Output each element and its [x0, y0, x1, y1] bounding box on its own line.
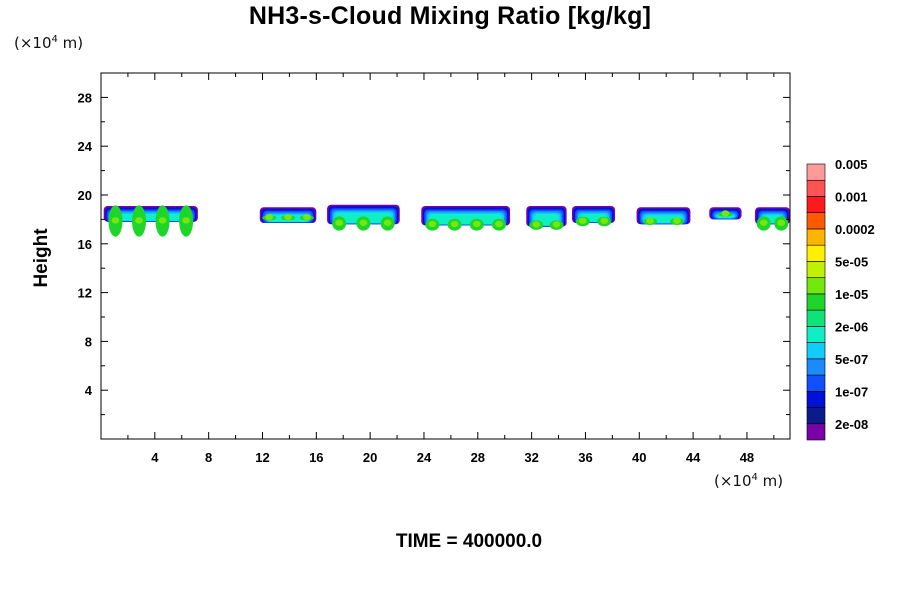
colorbar-swatch	[806, 244, 826, 262]
y-unit-suffix: m)	[57, 34, 84, 52]
cloud-core-inner	[111, 217, 120, 224]
cloud-cell	[103, 205, 198, 237]
colorbar-swatch	[806, 293, 826, 311]
cloud-core-inner	[578, 217, 587, 224]
x-tick-label: 4	[151, 450, 159, 465]
cloud-core-inner	[450, 220, 459, 228]
colorbar-label: 0.0002	[835, 222, 875, 237]
cloud-cell	[709, 207, 742, 220]
y-axis: 4 8 12 16 20 24 28	[78, 90, 790, 416]
x-tick-label: 8	[205, 450, 212, 465]
x-tick-label: 32	[524, 450, 538, 465]
y-unit-exponent: 4	[51, 34, 58, 45]
colorbar-label: 2e-06	[835, 319, 868, 334]
cloud-core-inner	[182, 217, 190, 224]
cloud-core-inner	[646, 217, 654, 224]
cloud-band	[111, 213, 190, 221]
cloud-core-inner	[284, 213, 292, 221]
colorbar-swatch	[806, 342, 826, 360]
colorbar-swatch	[806, 423, 826, 441]
chart-title: NH3-s-Cloud Mixing Ratio [kg/kg]	[248, 2, 652, 30]
colorbar-swatch	[806, 228, 826, 246]
colorbar-swatch	[806, 374, 826, 392]
cloud-cell	[755, 207, 790, 231]
colorbar-swatch	[806, 407, 826, 425]
x-axis: 4 8 12 16 20 24 28 32 36 40 44 48	[127, 73, 775, 465]
colorbar-swatch	[806, 163, 826, 181]
x-tick-label: 40	[632, 450, 646, 465]
cloud-core-inner	[383, 219, 392, 226]
y-tick-label: 24	[78, 139, 93, 154]
x-tick-label: 36	[578, 450, 592, 465]
y-axis-unit: (×104 m)	[14, 34, 83, 52]
x-tick-label: 48	[740, 450, 754, 465]
y-tick-label: 28	[78, 90, 92, 105]
cloud-cell	[571, 205, 616, 227]
colorbar-swatch	[806, 196, 826, 214]
cloud-core-inner	[777, 219, 786, 226]
cloud-core-inner	[600, 217, 609, 224]
y-tick-label: 8	[85, 334, 92, 349]
colorbar-swatch	[806, 261, 826, 278]
colorbar: 2e-08 1e-07 5e-07 2e-06 1e-05 5e-05 0.0002 0.00…	[806, 157, 875, 441]
x-tick-label: 28	[471, 450, 485, 465]
cloud-core-inner	[158, 217, 167, 224]
cloud-core-inner	[303, 213, 311, 221]
y-unit-prefix: (×10	[14, 34, 52, 52]
cloud-core-inner	[135, 217, 143, 224]
colorbar-swatch	[806, 358, 826, 376]
cloud-core-inner	[552, 221, 561, 228]
colorbar-swatch	[806, 326, 826, 343]
x-tick-label: 20	[363, 450, 377, 465]
colorbar-swatch	[806, 179, 826, 197]
cloud-core-inner	[335, 219, 344, 226]
colorbar-swatch	[806, 277, 826, 295]
cloud-cell	[259, 207, 317, 224]
cloud-cell	[636, 207, 691, 225]
x-tick-label: 16	[309, 450, 323, 465]
colorbar-label: 2e-08	[835, 417, 868, 432]
cloud-core-inner	[359, 219, 368, 226]
plot-frame	[100, 72, 791, 440]
y-tick-label: 12	[78, 286, 92, 301]
x-tick-label: 12	[255, 450, 269, 465]
x-axis-unit: (×104 m)	[714, 472, 783, 490]
cloud-core-inner	[472, 220, 481, 228]
x-unit-exponent: 4	[751, 472, 758, 483]
y-tick-label: 4	[85, 383, 93, 398]
colorbar-label: 1e-05	[835, 287, 868, 302]
time-label: TIME = 400000.0	[395, 531, 543, 552]
cloud-cell	[526, 205, 567, 230]
cloud-band	[429, 213, 503, 225]
cloud-core-inner	[721, 210, 730, 217]
x-unit-prefix: (×10	[714, 472, 752, 490]
cloud-core-inner	[495, 220, 503, 228]
cloud-cell	[327, 204, 400, 231]
y-tick-label: 20	[78, 188, 92, 203]
cloud-core-inner	[428, 220, 437, 228]
cloud-core-inner	[532, 221, 541, 228]
colorbar-label: 5e-05	[835, 254, 868, 269]
colorbar-label: 0.005	[835, 157, 868, 172]
x-tick-label: 44	[686, 450, 701, 465]
x-tick-label: 24	[417, 450, 432, 465]
y-tick-label: 16	[78, 237, 92, 252]
cloud-core-inner	[673, 217, 681, 224]
cloud-field	[103, 204, 790, 237]
colorbar-label: 1e-07	[835, 384, 868, 399]
colorbar-label: 5e-07	[835, 352, 868, 367]
x-unit-suffix: m)	[757, 472, 784, 490]
colorbar-swatch	[806, 390, 826, 408]
colorbar-swatch	[806, 309, 826, 327]
colorbar-label: 0.001	[835, 189, 868, 204]
cloud-core-inner	[265, 213, 274, 221]
cloud-core-inner	[759, 219, 768, 226]
cloud-cell	[421, 205, 511, 231]
colorbar-swatch	[806, 212, 826, 230]
